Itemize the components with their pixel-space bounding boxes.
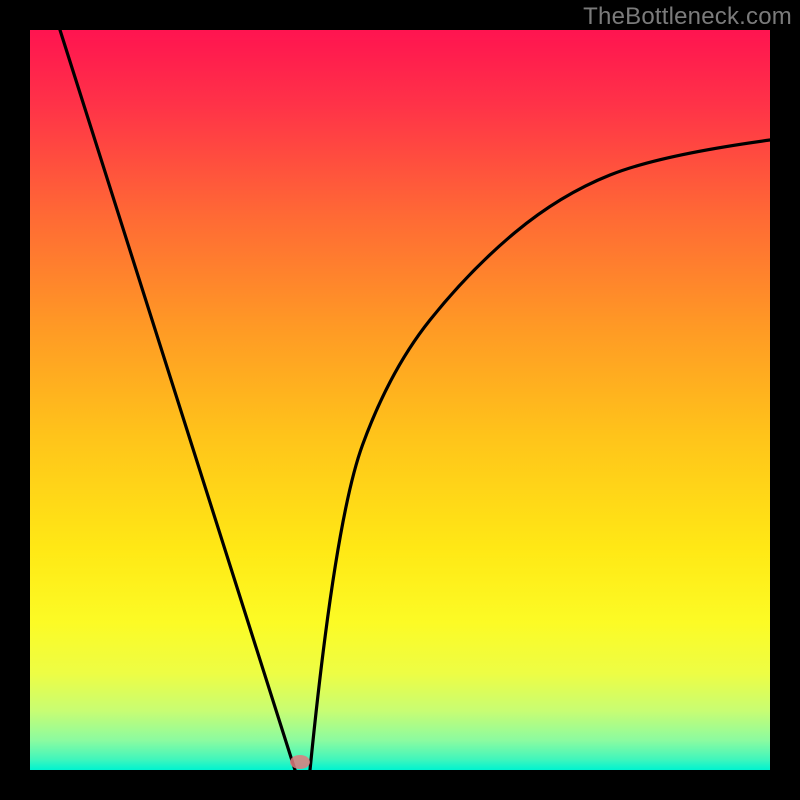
chart-root: TheBottleneck.com xyxy=(0,0,800,800)
curve-right-branch xyxy=(310,140,770,770)
minimum-marker xyxy=(290,755,310,769)
curve-layer xyxy=(30,30,770,770)
plot-area xyxy=(30,30,770,770)
watermark-text: TheBottleneck.com xyxy=(583,3,792,31)
curve-left-branch xyxy=(60,30,295,770)
